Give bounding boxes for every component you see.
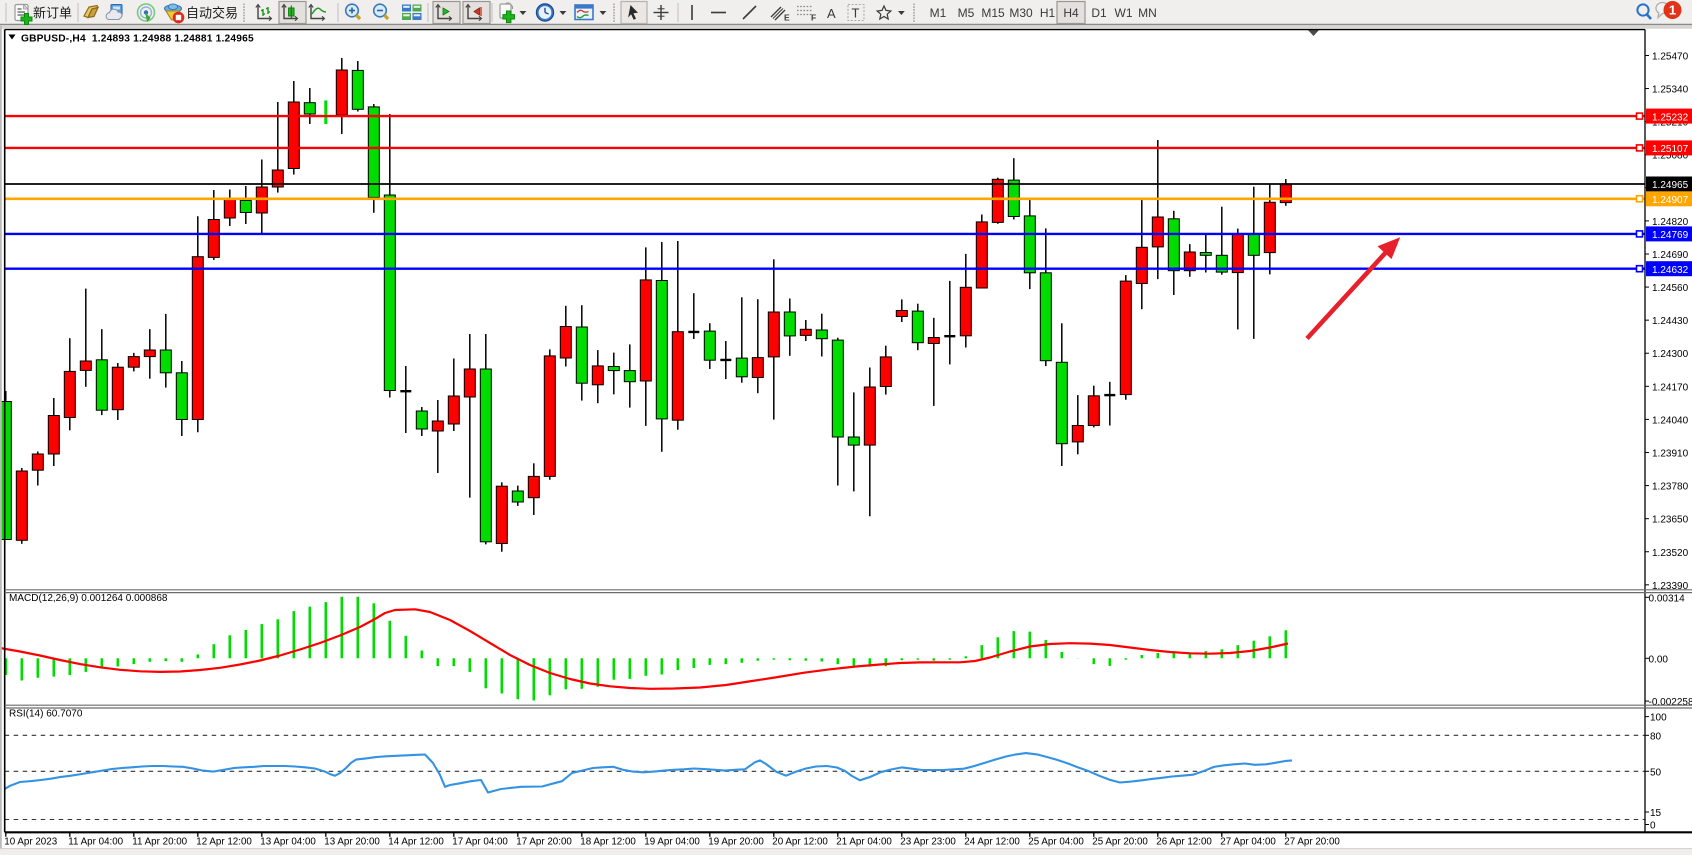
svg-text:0.00314: 0.00314 <box>1649 593 1686 604</box>
svg-text:11 Apr 20:00: 11 Apr 20:00 <box>132 837 187 848</box>
svg-text:M15: M15 <box>981 6 1005 20</box>
svg-text:E: E <box>784 13 790 23</box>
svg-text:1.24560: 1.24560 <box>1652 283 1689 294</box>
svg-text:M30: M30 <box>1009 6 1033 20</box>
svg-text:1.24632: 1.24632 <box>1652 265 1689 276</box>
svg-text:17 Apr 04:00: 17 Apr 04:00 <box>452 837 508 848</box>
svg-text:1.25107: 1.25107 <box>1652 144 1689 155</box>
svg-text:1.23520: 1.23520 <box>1652 548 1689 559</box>
svg-text:15: 15 <box>1650 808 1662 819</box>
svg-text:1.24430: 1.24430 <box>1652 316 1689 327</box>
svg-text:-0.002258: -0.002258 <box>1649 697 1692 708</box>
svg-text:24 Apr 12:00: 24 Apr 12:00 <box>964 837 1020 848</box>
svg-text:50: 50 <box>1650 767 1662 778</box>
svg-text:1.23390: 1.23390 <box>1652 581 1689 592</box>
svg-text:21 Apr 04:00: 21 Apr 04:00 <box>836 837 892 848</box>
svg-text:25 Apr 20:00: 25 Apr 20:00 <box>1092 837 1148 848</box>
svg-text:100: 100 <box>1650 713 1667 724</box>
svg-text:1.24300: 1.24300 <box>1652 349 1689 360</box>
svg-text:19 Apr 04:00: 19 Apr 04:00 <box>644 837 700 848</box>
svg-text:1.23780: 1.23780 <box>1652 482 1689 493</box>
svg-text:1: 1 <box>1669 3 1676 18</box>
svg-text:M5: M5 <box>958 6 975 20</box>
svg-text:1.24907: 1.24907 <box>1652 195 1689 206</box>
svg-text:1.24769: 1.24769 <box>1652 230 1689 241</box>
svg-text:25 Apr 04:00: 25 Apr 04:00 <box>1028 837 1084 848</box>
svg-text:27 Apr 04:00: 27 Apr 04:00 <box>1220 837 1276 848</box>
svg-text:新订单: 新订单 <box>33 6 72 21</box>
svg-text:D1: D1 <box>1091 6 1107 20</box>
svg-text:20 Apr 12:00: 20 Apr 12:00 <box>772 837 828 848</box>
svg-text:14 Apr 12:00: 14 Apr 12:00 <box>388 837 444 848</box>
svg-text:T: T <box>852 6 860 21</box>
svg-text:M1: M1 <box>930 6 947 20</box>
svg-text:12 Apr 12:00: 12 Apr 12:00 <box>196 837 252 848</box>
svg-text:A: A <box>827 6 836 21</box>
svg-text:11 Apr 04:00: 11 Apr 04:00 <box>68 837 123 848</box>
svg-text:18 Apr 12:00: 18 Apr 12:00 <box>580 837 636 848</box>
svg-text:MN: MN <box>1138 6 1157 20</box>
svg-text:0: 0 <box>1650 821 1656 832</box>
svg-text:GBPUSD-,H4 1.24893 1.24988 1.: GBPUSD-,H4 1.24893 1.24988 1.24881 1.249… <box>21 34 254 45</box>
svg-text:1.25080: 1.25080 <box>1652 151 1689 162</box>
svg-text:F: F <box>811 13 816 23</box>
svg-text:1.24965: 1.24965 <box>1652 180 1689 191</box>
svg-text:27 Apr 20:00: 27 Apr 20:00 <box>1284 837 1340 848</box>
svg-text:17 Apr 20:00: 17 Apr 20:00 <box>516 837 572 848</box>
svg-text:80: 80 <box>1650 731 1662 742</box>
svg-text:26 Apr 12:00: 26 Apr 12:00 <box>1156 837 1212 848</box>
svg-text:1.24690: 1.24690 <box>1652 250 1689 261</box>
svg-text:H4: H4 <box>1063 6 1079 20</box>
svg-text:1.23650: 1.23650 <box>1652 515 1689 526</box>
svg-text:自动交易: 自动交易 <box>186 6 238 21</box>
svg-text:1.25232: 1.25232 <box>1652 112 1689 123</box>
svg-text:0.00: 0.00 <box>1649 654 1669 665</box>
svg-text:1.25340: 1.25340 <box>1652 85 1689 96</box>
svg-text:1.23910: 1.23910 <box>1652 448 1689 459</box>
svg-text:1.24040: 1.24040 <box>1652 415 1689 426</box>
svg-text:13 Apr 04:00: 13 Apr 04:00 <box>260 837 316 848</box>
svg-text:1.25470: 1.25470 <box>1652 51 1689 62</box>
svg-text:W1: W1 <box>1115 6 1133 20</box>
svg-text:H1: H1 <box>1040 6 1056 20</box>
svg-text:10 Apr 2023: 10 Apr 2023 <box>4 837 57 848</box>
svg-text:MACD(12,26,9) 0.001264 0.00086: MACD(12,26,9) 0.001264 0.000868 <box>9 593 168 604</box>
svg-text:1.24170: 1.24170 <box>1652 382 1689 393</box>
svg-text:1.24820: 1.24820 <box>1652 217 1689 228</box>
svg-text:19 Apr 20:00: 19 Apr 20:00 <box>708 837 764 848</box>
svg-text:13 Apr 20:00: 13 Apr 20:00 <box>324 837 380 848</box>
svg-text:RSI(14) 60.7070: RSI(14) 60.7070 <box>9 709 83 720</box>
svg-text:23 Apr 23:00: 23 Apr 23:00 <box>900 837 956 848</box>
